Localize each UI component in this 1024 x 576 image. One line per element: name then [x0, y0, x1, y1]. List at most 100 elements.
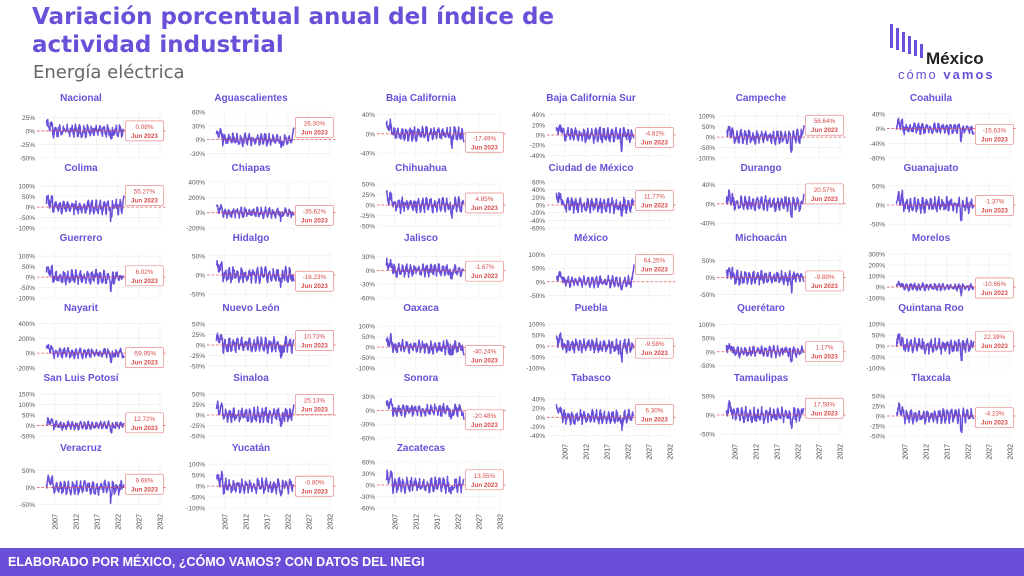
y-tick-label: -50%	[700, 292, 715, 299]
y-tick-label: -20%	[530, 143, 545, 150]
x-tick-label: 2017	[944, 444, 951, 460]
series-line	[385, 469, 465, 495]
panel-coahuila: Coahuila 40% 0% -40% -80% -15.63% Jun 2023	[870, 93, 1016, 163]
y-tick-label: 0%	[536, 415, 546, 422]
x-tick-label: 2007	[222, 514, 229, 530]
svg-text:cómo vamos: cómo vamos	[898, 67, 995, 82]
y-tick-label: 0%	[366, 483, 376, 490]
last-value: 22.39%	[984, 334, 1006, 341]
last-value-label: 11.77% Jun 2023	[635, 190, 674, 211]
y-tick-label: 20%	[532, 195, 545, 202]
panel-title: Baja California Sur	[546, 93, 636, 104]
x-tick-label: 2022	[115, 514, 122, 530]
x-tick-label: 2022	[965, 444, 972, 460]
y-tick-label: 100%	[868, 274, 885, 281]
series-line	[45, 118, 125, 140]
x-tick-label: 2007	[902, 444, 909, 460]
x-tick-label: 2022	[795, 444, 802, 460]
y-tick-label: -50%	[190, 495, 205, 502]
y-tick-label: -40%	[530, 218, 545, 225]
series-line	[45, 416, 125, 434]
series-line	[555, 332, 635, 363]
series-line	[555, 404, 635, 432]
last-value: -10.66%	[983, 281, 1007, 288]
panel-title: Morelos	[912, 233, 951, 244]
last-period: Jun 2023	[131, 486, 158, 493]
series-line	[215, 127, 295, 149]
last-value: -0.80%	[304, 479, 324, 486]
panel-title: Sinaloa	[233, 373, 269, 384]
panel-title: Nayarit	[64, 303, 99, 314]
y-tick-label: -100%	[866, 366, 885, 373]
y-tick-label: 0%	[706, 349, 716, 356]
x-tick-label: 2012	[243, 514, 250, 530]
y-tick-label: -40%	[870, 141, 885, 148]
panel-yucatan: Yucatán 100% 50% 0% -50% -100% -0.80% Jun 2023 2…	[186, 443, 336, 530]
y-tick-label: -200%	[16, 366, 35, 373]
panel-title: Nuevo León	[222, 303, 279, 314]
y-tick-label: -50%	[530, 355, 545, 362]
logo-line2-bold: vamos	[943, 67, 994, 82]
y-tick-label: 100%	[528, 252, 545, 259]
y-tick-label: 60%	[362, 460, 375, 467]
last-period: Jun 2023	[131, 360, 158, 367]
series-line	[555, 191, 635, 217]
y-tick-label: -25%	[360, 213, 375, 220]
panel-title: Guanajuato	[903, 163, 958, 174]
panel-hidalgo: Hidalgo 50% 0% -50% -16.23% Jun 2023	[190, 233, 336, 299]
last-value: 9.68%	[136, 477, 154, 484]
y-tick-label: 50%	[192, 322, 205, 329]
panel-nacional: Nacional 25% 0% -25% -50% 0.08% Jun 2023	[20, 93, 166, 163]
last-value-label: 6.30% Jun 2023	[635, 404, 674, 425]
last-value-label: -1.37% Jun 2023	[975, 195, 1014, 216]
y-tick-label: 0%	[536, 279, 546, 286]
last-period: Jun 2023	[811, 283, 838, 290]
series-line	[895, 189, 975, 222]
y-tick-label: 30%	[362, 254, 375, 261]
last-period: Jun 2023	[471, 358, 498, 365]
y-tick-label: -50%	[700, 145, 715, 152]
y-tick-label: -100%	[356, 366, 375, 373]
y-tick-label: 100%	[698, 114, 715, 121]
panel-title: Nacional	[60, 93, 102, 104]
panel-title: Chiapas	[232, 163, 271, 174]
y-tick-label: -100%	[866, 296, 885, 303]
footer-credit: ELABORADO POR MÉXICO, ¿CÓMO VAMOS? CON D…	[0, 548, 1024, 576]
y-tick-label: 50%	[22, 468, 35, 475]
last-period: Jun 2023	[811, 196, 838, 203]
panel-title: Querétaro	[737, 303, 785, 314]
y-tick-label: -25%	[20, 142, 35, 149]
panel-zacatecas: Zacatecas 60% 30% 0% -30% -60% 13.55% Jun 2023 2…	[360, 443, 506, 530]
y-tick-label: -60%	[360, 506, 375, 513]
panel-title: Jalisco	[404, 233, 438, 244]
series-line	[385, 332, 465, 356]
series-line	[45, 343, 125, 364]
series-line	[556, 264, 635, 291]
y-tick-label: 0%	[876, 344, 886, 351]
panel-durango: Durango 40% 0% -40% 20.57% Jun 2023	[700, 163, 846, 228]
y-tick-label: 100%	[698, 322, 715, 329]
last-value: -15.63%	[983, 127, 1007, 134]
x-tick-label: 2027	[816, 444, 823, 460]
panel-veracruz: Veracruz 50% 0% -50% 9.68% Jun 2023 2007 2012 20…	[20, 443, 166, 530]
y-tick-label: 50%	[872, 333, 885, 340]
y-tick-label: 0%	[196, 273, 206, 280]
y-tick-label: -100%	[16, 226, 35, 233]
panel-title: Coahuila	[910, 93, 953, 104]
last-value-label: -59.95% Jun 2023	[125, 347, 164, 368]
last-value: 6.02%	[136, 269, 154, 276]
y-tick-label: -100%	[696, 156, 715, 163]
panel-san-luis-potosi: San Luis Potosí 150% 100% 50% 0% -50% 12.72% Ju…	[18, 373, 166, 440]
y-tick-label: -60%	[360, 296, 375, 303]
x-tick-label: 2007	[392, 514, 399, 530]
panel-quintana-roo: Quintana Roo 100% 50% 0% -50% -100% 22.39% Jun …	[866, 303, 1016, 373]
last-value-label: -15.63% Jun 2023	[975, 123, 1014, 145]
panel-guerrero: Guerrero 100% 50% 0% -50% -100% 6.02% Jun 2023	[16, 233, 166, 303]
y-tick-label: -50%	[360, 355, 375, 362]
y-tick-label: -50%	[530, 293, 545, 300]
y-tick-label: 20%	[532, 406, 545, 413]
last-value-label: -17.49% Jun 2023	[465, 131, 504, 153]
panel-title: Chihuahua	[395, 163, 447, 174]
last-value-label: -10.66% Jun 2023	[975, 277, 1014, 299]
